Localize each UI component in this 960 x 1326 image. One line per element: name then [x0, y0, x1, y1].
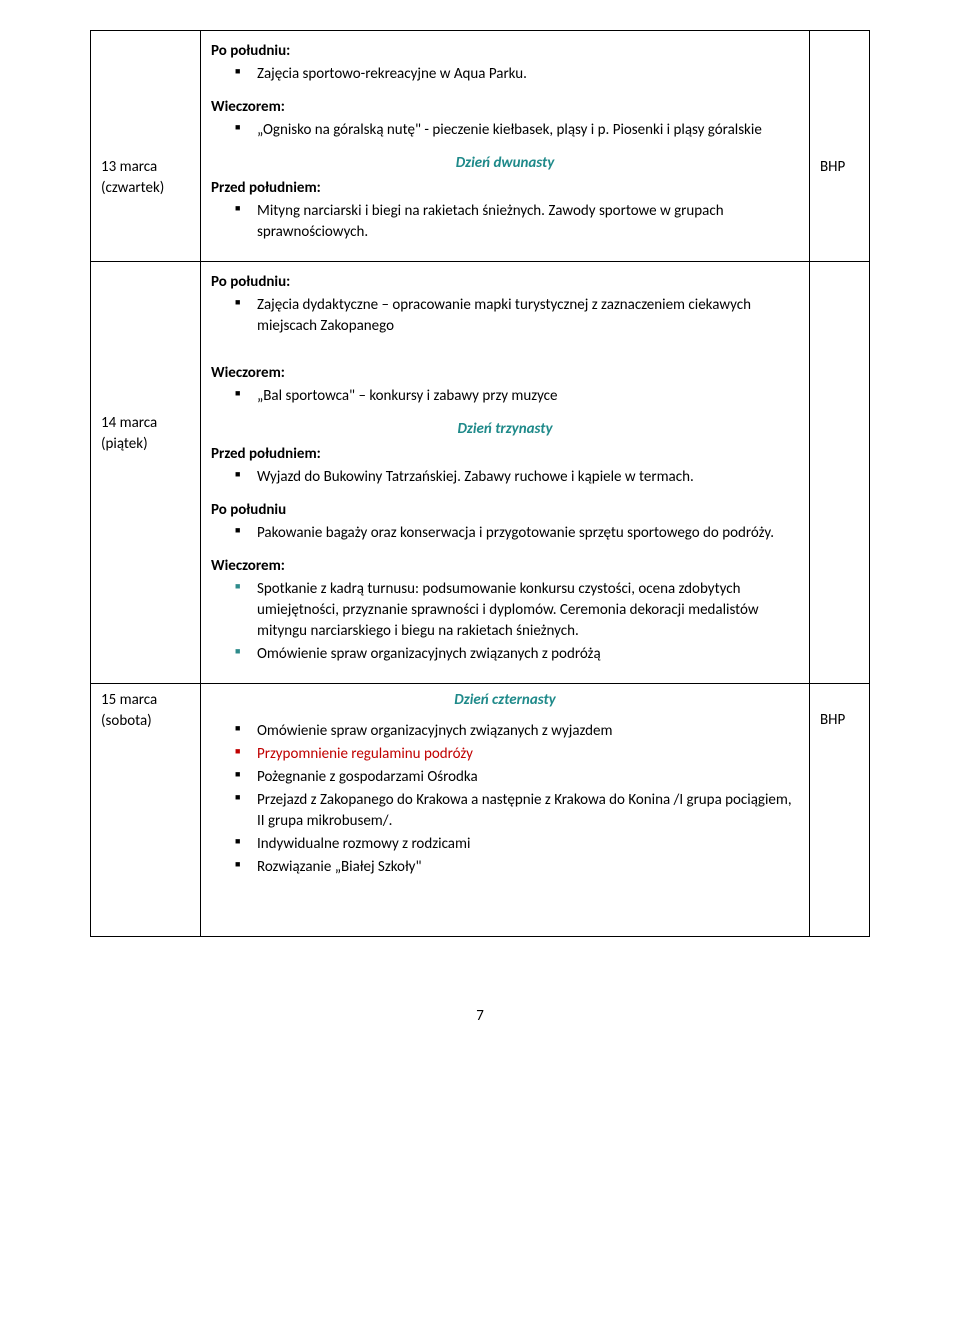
list-item: Pożegnanie z gospodarzami Ośrodka	[257, 767, 799, 788]
bhp-cell	[810, 262, 870, 684]
section-label: Po południu:	[211, 41, 799, 62]
table-row: 13 marca (czwartek) Po południu: Zajęcia…	[91, 31, 870, 262]
content-cell: Po południu: Zajęcia dydaktyczne – oprac…	[201, 262, 810, 684]
bhp-cell: BHP	[810, 31, 870, 262]
section-label: Po południu:	[211, 272, 799, 293]
content-cell: Dzień czternasty Omówienie spraw organiz…	[201, 684, 810, 937]
section-label: Wieczorem:	[211, 97, 799, 118]
item-list: Mityng narciarski i biegi na rakietach ś…	[211, 201, 799, 243]
table-row: 14 marca (piątek) Po południu: Zajęcia d…	[91, 262, 870, 684]
date-line1: 14 marca	[101, 413, 190, 434]
section-label: Przed południem:	[211, 444, 799, 465]
schedule-table: 13 marca (czwartek) Po południu: Zajęcia…	[90, 30, 870, 937]
list-item: Indywidualne rozmowy z rodzicami	[257, 834, 799, 855]
list-item: Przejazd z Zakopanego do Krakowa a nastę…	[257, 790, 799, 832]
list-item: „Bal sportowca" – konkursy i zabawy przy…	[257, 386, 799, 407]
day-title: Dzień trzynasty	[211, 419, 799, 440]
list-item: Pakowanie bagaży oraz konserwacja i przy…	[257, 523, 799, 544]
item-list: Zajęcia dydaktyczne – opracowanie mapki …	[211, 295, 799, 337]
item-list: Wyjazd do Bukowiny Tatrzańskiej. Zabawy …	[211, 467, 799, 488]
list-item: Mityng narciarski i biegi na rakietach ś…	[257, 201, 799, 243]
list-item: Spotkanie z kadrą turnusu: podsumowanie …	[257, 579, 799, 642]
date-line1: 13 marca	[101, 157, 190, 178]
item-list: „Ognisko na góralską nutę" - pieczenie k…	[211, 120, 799, 141]
list-item: Przypomnienie regulaminu podróży	[257, 744, 799, 765]
item-list: Pakowanie bagaży oraz konserwacja i przy…	[211, 523, 799, 544]
item-list: Spotkanie z kadrą turnusu: podsumowanie …	[211, 579, 799, 665]
date-cell: 13 marca (czwartek)	[91, 31, 201, 262]
section-label: Wieczorem:	[211, 363, 799, 384]
table-row: 15 marca (sobota) Dzień czternasty Omówi…	[91, 684, 870, 937]
date-cell: 14 marca (piątek)	[91, 262, 201, 684]
list-item: Zajęcia dydaktyczne – opracowanie mapki …	[257, 295, 799, 337]
item-list: Omówienie spraw organizacyjnych związany…	[211, 721, 799, 878]
page-number: 7	[90, 1007, 870, 1025]
date-line2: (sobota)	[101, 711, 190, 732]
item-list: Zajęcia sportowo-rekreacyjne w Aqua Park…	[211, 64, 799, 85]
date-line2: (czwartek)	[101, 178, 190, 199]
bhp-cell: BHP	[810, 684, 870, 937]
list-item: Rozwiązanie „Białej Szkoły"	[257, 857, 799, 878]
list-item: Wyjazd do Bukowiny Tatrzańskiej. Zabawy …	[257, 467, 799, 488]
section-label: Przed południem:	[211, 178, 799, 199]
section-label: Po południu	[211, 500, 799, 521]
day-title: Dzień czternasty	[211, 690, 799, 711]
date-line2: (piątek)	[101, 434, 190, 455]
list-item: Omówienie spraw organizacyjnych związany…	[257, 644, 799, 665]
item-list: „Bal sportowca" – konkursy i zabawy przy…	[211, 386, 799, 407]
day-title: Dzień dwunasty	[211, 153, 799, 174]
list-item: Omówienie spraw organizacyjnych związany…	[257, 721, 799, 742]
list-item: „Ognisko na góralską nutę" - pieczenie k…	[257, 120, 799, 141]
bhp-label: BHP	[820, 158, 845, 176]
content-cell: Po południu: Zajęcia sportowo-rekreacyjn…	[201, 31, 810, 262]
bhp-label: BHP	[820, 711, 845, 729]
section-label: Wieczorem:	[211, 556, 799, 577]
list-item: Zajęcia sportowo-rekreacyjne w Aqua Park…	[257, 64, 799, 85]
date-line1: 15 marca	[101, 690, 190, 711]
date-cell: 15 marca (sobota)	[91, 684, 201, 937]
page: 13 marca (czwartek) Po południu: Zajęcia…	[0, 0, 960, 1055]
